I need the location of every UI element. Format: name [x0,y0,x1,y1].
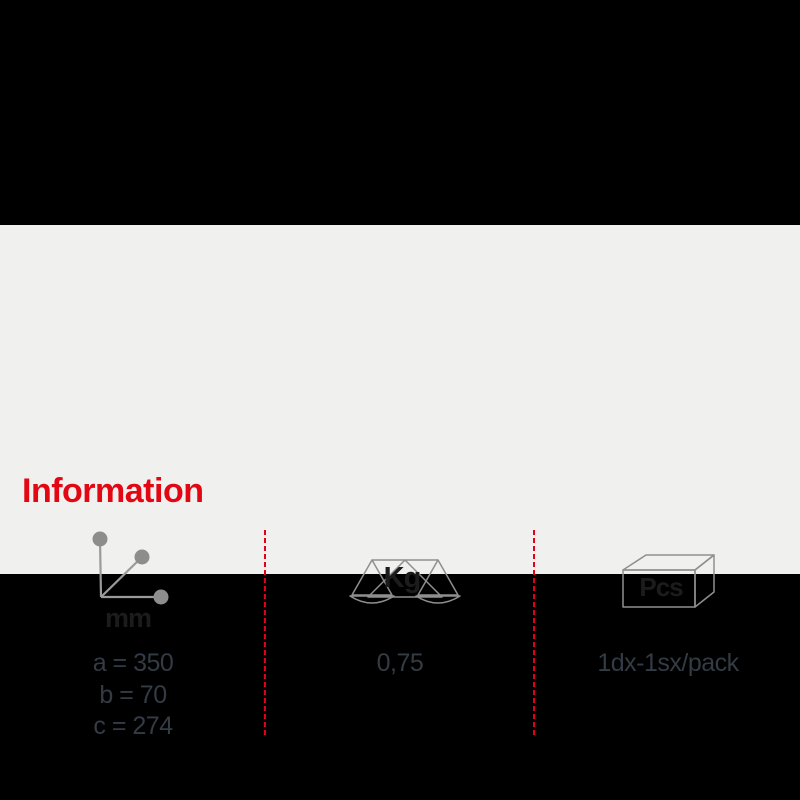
dimension-b-value: b = 70 [99,680,167,709]
dimensions-unit-label: mm [104,603,152,633]
box-icon [622,554,715,608]
dimensions-values: a = 350 b = 70 c = 274 [53,648,213,743]
dimension-a-value: a = 350 [92,649,174,677]
dimension-c-value: c = 274 [93,712,173,740]
weight-unit-label: Kg [383,562,422,594]
packaging-values: 1dx-1sx/pack [578,648,758,680]
page-title: Information [22,472,204,510]
dashed-divider [533,530,535,738]
packaging-value: 1dx-1sx/pack [597,649,739,677]
pieces-unit-label: Pcs [639,572,683,602]
weight-value: 0,75 [376,649,424,677]
dimensions-axes-icon [92,531,169,605]
dashed-divider [264,530,266,738]
scale-balance-icon [349,559,461,604]
weight-values: 0,75 [320,648,480,680]
information-panel: Information mm a = 350 b = 70 c = 274 Kg [0,225,800,740]
